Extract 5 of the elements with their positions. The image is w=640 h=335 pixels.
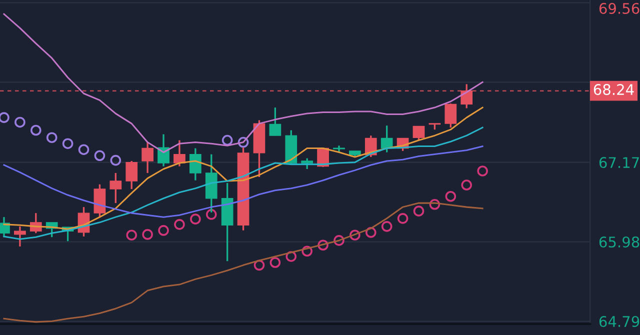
y-tick-label: 64.79 [599, 316, 640, 328]
y-tick-label: 65.98 [599, 236, 640, 248]
ref-line-label: 68.24 [594, 84, 634, 96]
y-tick-label: 67.17 [599, 157, 639, 168]
y-tick-label: 69.56 [599, 2, 640, 14]
